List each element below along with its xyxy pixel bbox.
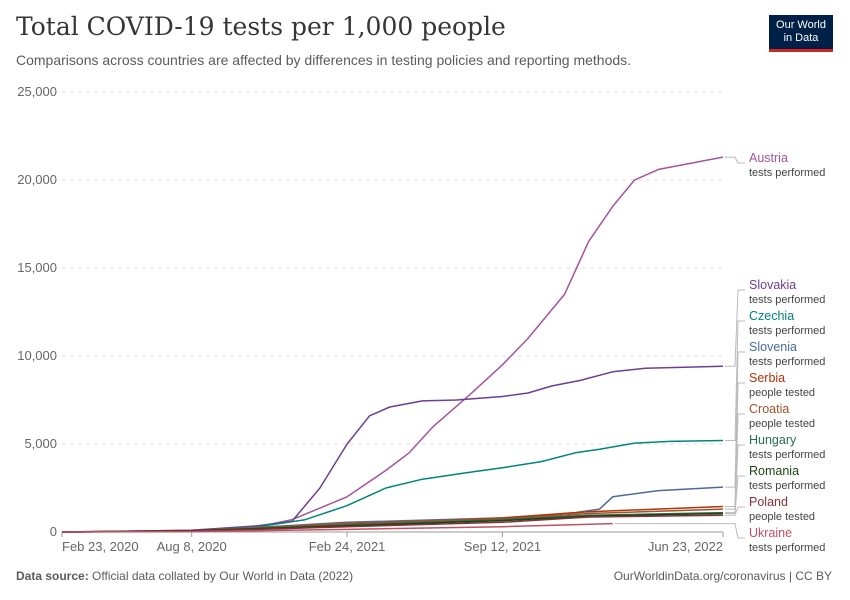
source-link[interactable]: OurWorldinData.org/coronavirus | CC BY	[613, 569, 832, 583]
source-text: Official data collated by Our World in D…	[92, 569, 354, 583]
series-lines	[61, 156, 724, 533]
series-note-slovenia: tests performed	[749, 356, 825, 368]
series-note-croatia: people tested	[749, 418, 815, 430]
series-labels: Austria tests performed Slovakia tests perf…	[614, 151, 825, 554]
x-tick-label: Feb 23, 2020	[62, 539, 139, 554]
series-label-slovakia: Slovakia	[749, 278, 796, 292]
y-tick-label: 10,000	[17, 348, 57, 363]
series-line-slovakia	[61, 365, 724, 533]
label-connector	[725, 506, 745, 516]
chart-title: Total COVID-19 tests per 1,000 people	[16, 12, 506, 41]
label-connector	[725, 289, 745, 367]
series-note-slovakia: tests performed	[749, 294, 825, 306]
x-tick-label: Jun 23, 2022	[648, 539, 723, 554]
y-tick-label: 15,000	[17, 260, 57, 275]
source-label: Data source:	[16, 569, 89, 583]
series-note-ukraine: tests performed	[749, 542, 825, 554]
label-connector	[725, 475, 745, 514]
series-line-czechia	[61, 439, 724, 533]
series-label-austria: Austria	[749, 151, 788, 165]
logo-line-2: in Data	[783, 32, 819, 44]
series-note-hungary: tests performed	[749, 449, 825, 461]
series-label-czechia: Czechia	[749, 309, 794, 323]
x-tick-label: Aug 8, 2020	[157, 539, 227, 554]
label-connector	[725, 413, 745, 510]
label-connector	[725, 382, 745, 507]
y-tick-label: 20,000	[17, 172, 57, 187]
y-tick-label: 0	[50, 524, 57, 539]
y-tick-label: 5,000	[24, 436, 57, 451]
label-connector	[725, 156, 745, 164]
x-tick-label: Sep 12, 2021	[464, 539, 541, 554]
axes: 0 5,000 10,000 15,000 20,000 25,000 Feb 23, 20…	[17, 84, 724, 554]
series-label-slovenia: Slovenia	[749, 340, 797, 354]
series-label-serbia: Serbia	[749, 371, 785, 385]
series-label-hungary: Hungary	[749, 433, 797, 447]
series-note-romania: tests performed	[749, 480, 825, 492]
label-connector	[614, 523, 745, 539]
label-connector	[725, 351, 745, 488]
series-label-poland: Poland	[749, 495, 788, 509]
logo-line-1: Our World	[776, 19, 826, 31]
gridlines	[62, 91, 723, 445]
x-tick-label: Feb 24, 2021	[309, 539, 386, 554]
series-note-czechia: tests performed	[749, 325, 825, 337]
owid-logo[interactable]: Our World in Data	[769, 15, 833, 52]
series-note-austria: tests performed	[749, 167, 825, 179]
data-source-note: Data source: Official data collated by O…	[16, 569, 353, 583]
series-label-croatia: Croatia	[749, 402, 789, 416]
chart-subtitle: Comparisons across countries are affecte…	[16, 52, 632, 68]
series-line-ukraine	[61, 522, 613, 533]
series-label-romania: Romania	[749, 464, 799, 478]
series-line-austria	[61, 156, 724, 533]
series-note-serbia: people tested	[749, 387, 815, 399]
y-tick-label: 25,000	[17, 84, 57, 99]
label-connector	[725, 444, 745, 514]
series-label-ukraine: Ukraine	[749, 526, 792, 540]
series-note-poland: people tested	[749, 511, 815, 523]
label-connector	[725, 320, 745, 441]
